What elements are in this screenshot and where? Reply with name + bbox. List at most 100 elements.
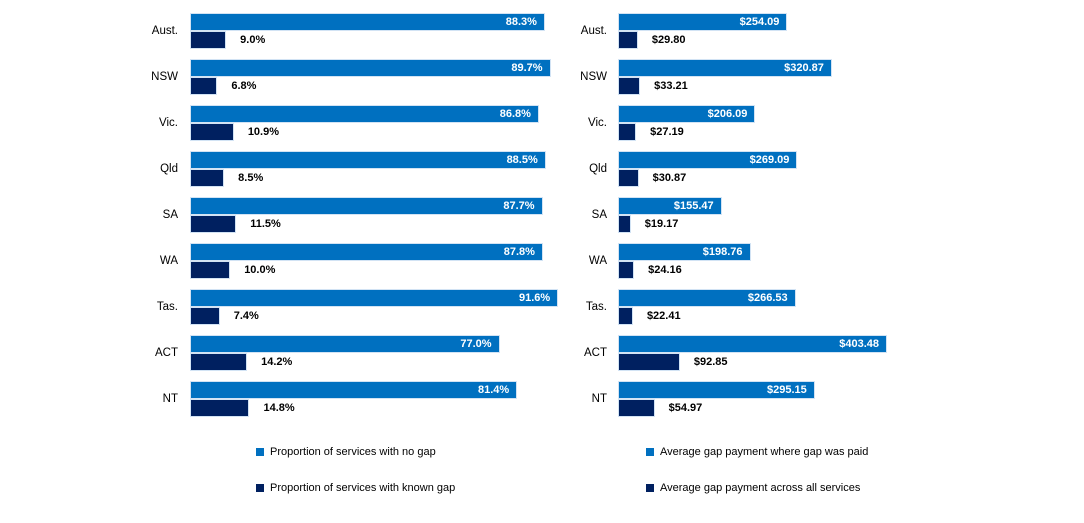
- bar-value-label: $403.48: [839, 338, 879, 350]
- bar-secondary: [618, 215, 631, 233]
- bar-line-secondary: 6.8%: [190, 77, 592, 95]
- chart-row: ACT 77.0% 14.2%: [140, 335, 592, 371]
- legend-item: Average gap payment where gap was paid: [646, 446, 868, 458]
- category-label: WA: [159, 255, 178, 267]
- bar-primary: 81.4%: [190, 381, 518, 399]
- plot-area: 86.8% 10.9%: [190, 105, 592, 141]
- chart-row: Qld $269.09 $30.87: [558, 151, 918, 187]
- plot-area: 77.0% 14.2%: [190, 335, 592, 371]
- bar-value-label: $295.15: [767, 384, 807, 396]
- bar-value-label: 88.3%: [505, 16, 537, 28]
- bar-line-secondary: $19.17: [618, 215, 918, 233]
- legend-label: Proportion of services with no gap: [270, 446, 436, 458]
- bar-value-label: $24.16: [648, 264, 682, 276]
- bar-line-primary: 81.4%: [190, 381, 592, 399]
- bar-value-label: 7.4%: [233, 310, 259, 322]
- bar-secondary: [618, 261, 635, 279]
- bar-line-primary: 87.7%: [190, 197, 592, 215]
- category-label: NT: [591, 393, 607, 405]
- category-label: NT: [162, 393, 178, 405]
- bar-value-label: 81.4%: [478, 384, 510, 396]
- bar-value-label: $33.21: [654, 80, 688, 92]
- chart-row: WA 87.8% 10.0%: [140, 243, 592, 279]
- bar-line-secondary: $30.87: [618, 169, 918, 187]
- bar-line-primary: $155.47: [618, 197, 918, 215]
- bar-line-primary: $206.09: [618, 105, 918, 123]
- bar-value-label: $320.87: [784, 62, 824, 74]
- bar-line-primary: 87.8%: [190, 243, 592, 261]
- bar-primary: $254.09: [618, 13, 788, 31]
- plot-area: 89.7% 6.8%: [190, 59, 592, 95]
- chart-row: Tas. $266.53 $22.41: [558, 289, 918, 325]
- chart-row: Tas. 91.6% 7.4%: [140, 289, 592, 325]
- bar-primary: 86.8%: [190, 105, 539, 123]
- legend-label: Average gap payment across all services: [660, 482, 861, 494]
- chart-average-gap-payment: Aust. $254.09 $29.80 NSW $320.87 $33.21 Vic. $2…: [558, 13, 918, 417]
- bar-line-secondary: 10.9%: [190, 123, 592, 141]
- category-label: Tas.: [585, 301, 607, 313]
- legend-label: Proportion of services with known gap: [270, 482, 456, 494]
- bar-line-secondary: $33.21: [618, 77, 918, 95]
- category-label: Qld: [589, 163, 607, 175]
- bar-primary: $155.47: [618, 197, 722, 215]
- legend-item: Proportion of services with known gap: [256, 482, 455, 494]
- bar-primary: $320.87: [618, 59, 832, 77]
- bar-secondary: [190, 399, 250, 417]
- bar-line-primary: 91.6%: [190, 289, 592, 307]
- bar-value-label: 89.7%: [511, 62, 543, 74]
- bar-primary: 89.7%: [190, 59, 551, 77]
- plot-area: 88.5% 8.5%: [190, 151, 592, 187]
- bar-line-secondary: 14.8%: [190, 399, 592, 417]
- bar-line-primary: $320.87: [618, 59, 918, 77]
- bar-line-secondary: 14.2%: [190, 353, 592, 371]
- legend-marker-icon: [646, 448, 654, 456]
- bar-value-label: 6.8%: [231, 80, 257, 92]
- category-label: Aust.: [151, 25, 178, 37]
- plot-area: $266.53 $22.41: [618, 289, 918, 325]
- chart-row: SA $155.47 $19.17: [558, 197, 918, 233]
- bar-line-secondary: 10.0%: [190, 261, 592, 279]
- category-label: SA: [591, 209, 607, 221]
- bar-line-primary: $198.76: [618, 243, 918, 261]
- bar-value-label: $254.09: [739, 16, 780, 28]
- bar-primary: 88.3%: [190, 13, 545, 31]
- plot-area: 91.6% 7.4%: [190, 289, 592, 325]
- bar-primary: 91.6%: [190, 289, 559, 307]
- legend-item: Average gap payment across all services: [646, 482, 868, 494]
- bar-value-label: $92.85: [693, 356, 728, 368]
- bar-value-label: $19.17: [644, 218, 679, 230]
- chart-row: Aust. 88.3% 9.0%: [140, 13, 592, 49]
- bar-line-primary: 89.7%: [190, 59, 592, 77]
- plot-area: $254.09 $29.80: [618, 13, 918, 49]
- legend-proportion-of-services: Proportion of services with no gap Propor…: [256, 446, 455, 494]
- legend-marker-icon: [646, 484, 654, 492]
- category-label: Tas.: [156, 301, 178, 313]
- bar-line-secondary: $22.41: [618, 307, 918, 325]
- bar-value-label: $27.19: [650, 126, 684, 138]
- category-label: ACT: [155, 347, 178, 359]
- bar-value-label: $269.09: [749, 154, 790, 166]
- bar-value-label: $29.80: [651, 34, 686, 46]
- bar-secondary: [190, 353, 248, 371]
- category-label: Qld: [160, 163, 178, 175]
- bar-line-primary: $266.53: [618, 289, 918, 307]
- bar-value-label: 88.5%: [506, 154, 538, 166]
- bar-secondary: [618, 353, 680, 371]
- bar-line-secondary: 7.4%: [190, 307, 592, 325]
- chart-row: NT $295.15 $54.97: [558, 381, 918, 417]
- bar-primary: 88.5%: [190, 151, 546, 169]
- plot-area: 81.4% 14.8%: [190, 381, 592, 417]
- category-label: Vic.: [588, 117, 607, 129]
- plot-area: $206.09 $27.19: [618, 105, 918, 141]
- chart-proportion-of-services: Aust. 88.3% 9.0% NSW 89.7% 6.8% Vic. 86.8% 10.9%…: [140, 13, 592, 417]
- bar-secondary: [190, 77, 218, 95]
- legend-average-gap-payment: Average gap payment where gap was paid Av…: [646, 446, 868, 494]
- category-label: NSW: [151, 71, 178, 83]
- bar-primary: $198.76: [618, 243, 751, 261]
- bar-line-secondary: 11.5%: [190, 215, 592, 233]
- bar-line-primary: $295.15: [618, 381, 918, 399]
- legend-item: Proportion of services with no gap: [256, 446, 455, 458]
- chart-row: Qld 88.5% 8.5%: [140, 151, 592, 187]
- plot-area: $198.76 $24.16: [618, 243, 918, 279]
